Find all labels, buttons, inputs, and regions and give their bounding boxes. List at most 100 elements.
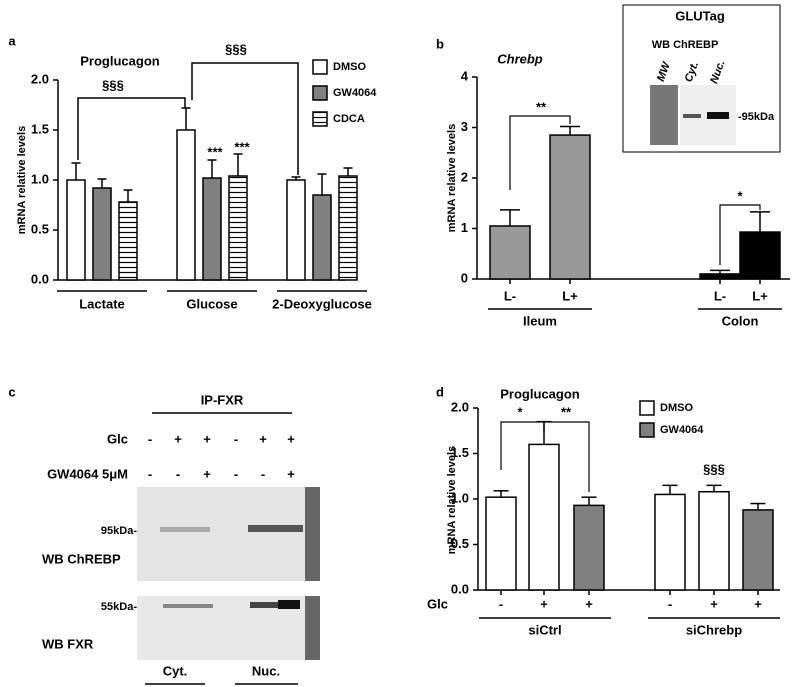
legend-label: DMSO <box>333 61 366 73</box>
size-marker: -95kDa <box>738 111 775 123</box>
condition-sign: - <box>176 466 180 481</box>
annotation: *** <box>207 144 223 159</box>
x-tick-label: Glucose <box>186 296 237 311</box>
x-tick-label: L- <box>714 288 726 303</box>
bar <box>485 496 517 591</box>
panel-letter: a <box>8 33 16 48</box>
legend-label: GW4064 <box>660 424 704 436</box>
condition-sign: + <box>287 466 295 481</box>
condition-sign: - <box>234 431 238 446</box>
x-tick-label: + <box>754 596 762 611</box>
annotation: §§§ <box>225 41 247 56</box>
bar <box>312 194 332 281</box>
significance-brackets <box>77 62 761 492</box>
x-tick-label: L+ <box>562 288 578 303</box>
x-tick-label: Lactate <box>79 296 125 311</box>
condition-sign: - <box>148 466 152 481</box>
panel-letter: b <box>436 36 444 51</box>
panel-letter: d <box>436 384 444 399</box>
condition-sign: - <box>148 431 152 446</box>
condition-sign: + <box>174 431 182 446</box>
x-tick-label: 2-Deoxyglucose <box>272 296 372 311</box>
annotation: ** <box>561 404 572 419</box>
group-label: Colon <box>722 313 759 328</box>
blot-label: WB FXR <box>42 636 94 651</box>
bar <box>549 134 591 280</box>
bar <box>698 490 730 591</box>
bar <box>176 129 196 281</box>
bar <box>489 225 531 280</box>
annotation: *** <box>234 139 250 154</box>
y-tick-label: 0 <box>461 270 468 285</box>
inset-blot <box>622 4 781 153</box>
x-tick-label: - <box>668 596 672 611</box>
y-tick-label: 1.0 <box>31 171 49 186</box>
size-marker: 55kDa- <box>101 601 137 613</box>
blot-title: IP-FXR <box>201 392 244 407</box>
western-blots <box>137 412 320 685</box>
y-tick-label: 0.5 <box>451 536 469 551</box>
annotation: * <box>737 188 743 203</box>
x-tick-label: L+ <box>752 288 768 303</box>
y-tick-label: 1.0 <box>451 490 469 505</box>
annotation: §§§ <box>102 77 124 92</box>
bar <box>228 175 248 281</box>
bar <box>528 443 560 591</box>
legend-label: DMSO <box>660 402 693 414</box>
legend-label: GW4064 <box>333 87 377 99</box>
legend-swatch <box>639 400 655 416</box>
fraction-label: Nuc. <box>252 663 280 678</box>
group-label: siCtrl <box>528 622 561 637</box>
y-tick-label: 0.0 <box>31 271 49 286</box>
bar <box>742 509 774 591</box>
y-axis-label: mRNA relative levels <box>446 124 458 232</box>
group-label: siChrebp <box>686 622 742 637</box>
y-axis-label: mRNA relative levels <box>16 126 28 234</box>
bar <box>699 273 741 280</box>
x-tick-label: + <box>540 596 548 611</box>
condition-sign: - <box>261 466 265 481</box>
legend-label: CDCA <box>333 113 365 125</box>
x-axis-label: Glc <box>427 596 448 611</box>
y-tick-label: 1 <box>461 220 468 235</box>
y-axis-label: mRNA relative levels <box>446 446 458 554</box>
annotation: ** <box>536 99 547 114</box>
condition-sign: + <box>203 431 211 446</box>
bar <box>739 231 781 280</box>
bar <box>66 179 86 281</box>
bar <box>92 187 112 281</box>
legend-swatch <box>312 85 328 101</box>
y-tick-label: 4 <box>461 68 469 83</box>
y-tick-label: 2 <box>461 169 468 184</box>
bar <box>654 493 686 591</box>
bar <box>202 177 222 281</box>
bar <box>286 179 306 281</box>
legend-swatch <box>312 111 328 127</box>
y-tick-label: 1.5 <box>31 121 49 136</box>
legend-swatch <box>312 59 328 75</box>
y-tick-label: 2.0 <box>451 399 469 414</box>
annotation: §§§ <box>703 461 725 476</box>
chart-title: Proglucagon <box>80 53 160 68</box>
row-label: Glc <box>107 431 128 446</box>
y-tick-label: 0.0 <box>451 581 469 596</box>
y-tick-label: 3 <box>461 119 468 134</box>
bar <box>118 201 138 281</box>
y-tick-label: 0.5 <box>31 221 49 236</box>
size-marker: 95kDa- <box>101 525 137 537</box>
x-tick-label: - <box>499 596 503 611</box>
legend-swatch <box>639 422 655 438</box>
y-tick-label: 2.0 <box>31 71 49 86</box>
condition-sign: + <box>287 431 295 446</box>
chart-title: Chrebp <box>497 51 543 66</box>
blot-label: WB ChREBP <box>42 551 121 566</box>
panel-letter: c <box>8 384 15 399</box>
x-tick-label: L- <box>504 288 516 303</box>
condition-sign: + <box>203 466 211 481</box>
row-label: GW4064 5μM <box>47 466 128 481</box>
x-tick-label: + <box>585 596 593 611</box>
x-tick-label: + <box>710 596 718 611</box>
fraction-label: Cyt. <box>163 663 188 678</box>
chart-title: Proglucagon <box>500 386 580 401</box>
